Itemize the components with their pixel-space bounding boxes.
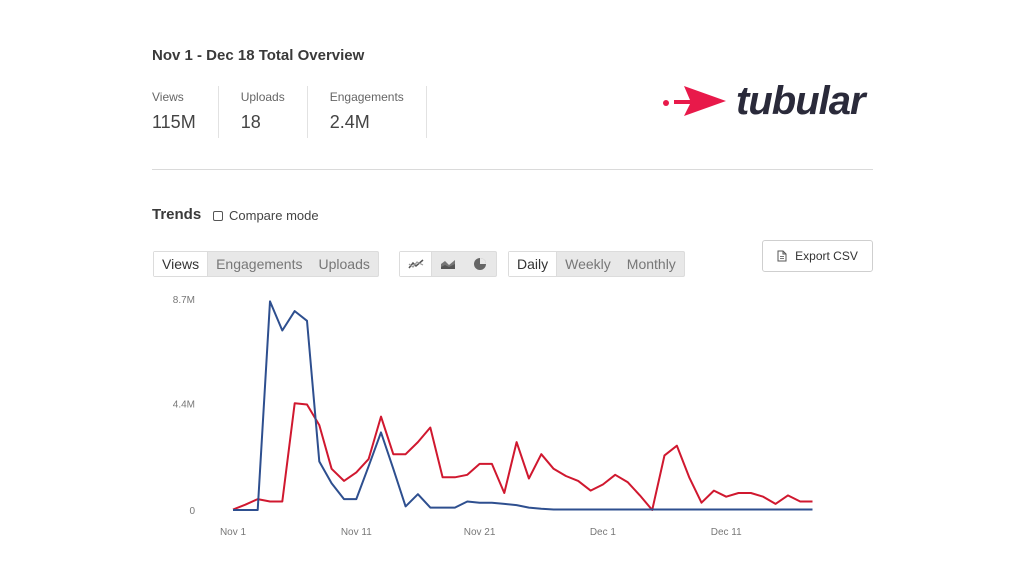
- x-tick-label: Dec 11: [711, 527, 742, 538]
- tubular-logo-icon: [663, 86, 726, 116]
- stat-label: Uploads: [240, 90, 285, 104]
- stat-value: 115M: [152, 112, 196, 132]
- logo-text: tubular: [736, 79, 866, 123]
- series-line-1[interactable]: [233, 300, 813, 511]
- stat-uploads: Uploads 18: [241, 86, 308, 138]
- overview-title: Nov 1 - Dec 18 Total Overview: [152, 47, 365, 64]
- tab-views[interactable]: Views: [154, 252, 209, 276]
- divider: [152, 169, 873, 170]
- stat-engagements: Engagements 2.4M: [330, 86, 427, 138]
- tab-weekly[interactable]: Weekly: [565, 256, 611, 272]
- chart-type-tabs: [399, 251, 497, 277]
- metric-tabs: Views Engagements Uploads: [153, 251, 379, 277]
- document-icon: [777, 250, 787, 262]
- overview-stats: Views 115M Uploads 18 Engagements 2.4M: [152, 86, 427, 138]
- line-chart-icon[interactable]: [400, 252, 432, 276]
- compare-mode-checkbox[interactable]: [213, 210, 223, 221]
- compare-mode-toggle[interactable]: Compare mode: [213, 208, 319, 223]
- y-tick-label: 4.4M: [173, 399, 195, 410]
- stat-views: Views 115M: [152, 86, 219, 138]
- tab-engagements[interactable]: Engagements: [216, 256, 303, 272]
- y-tick-label: 8.7M: [173, 295, 195, 306]
- x-tick-label: Dec 1: [590, 527, 617, 538]
- tab-monthly[interactable]: Monthly: [626, 256, 676, 272]
- tab-daily[interactable]: Daily: [509, 252, 558, 276]
- tubular-logo: tubular: [662, 76, 877, 126]
- y-tick-label: 0: [189, 506, 195, 517]
- area-chart-icon[interactable]: [432, 252, 464, 276]
- export-csv-button[interactable]: Export CSV: [762, 240, 873, 272]
- x-tick-label: Nov 11: [341, 527, 372, 538]
- tab-uploads[interactable]: Uploads: [318, 256, 370, 272]
- pie-chart-icon[interactable]: [464, 252, 496, 276]
- x-tick-label: Nov 1: [220, 527, 247, 538]
- stat-label: Views: [152, 90, 184, 104]
- x-tick-label: Nov 21: [464, 527, 496, 538]
- stat-value: 2.4M: [329, 112, 370, 132]
- compare-mode-label: Compare mode: [229, 208, 319, 223]
- series-line-0[interactable]: [232, 402, 813, 511]
- stat-label: Engagements: [329, 90, 404, 104]
- period-tabs: Daily Weekly Monthly: [508, 251, 685, 277]
- trends-chart: 8.7M 4.4M 0 Nov 1 Nov 11 Nov 21 Dec 1 Dec 11: [173, 295, 813, 538]
- export-csv-label: Export CSV: [795, 249, 858, 263]
- trends-title: Trends: [152, 206, 202, 223]
- stat-value: 18: [240, 112, 261, 132]
